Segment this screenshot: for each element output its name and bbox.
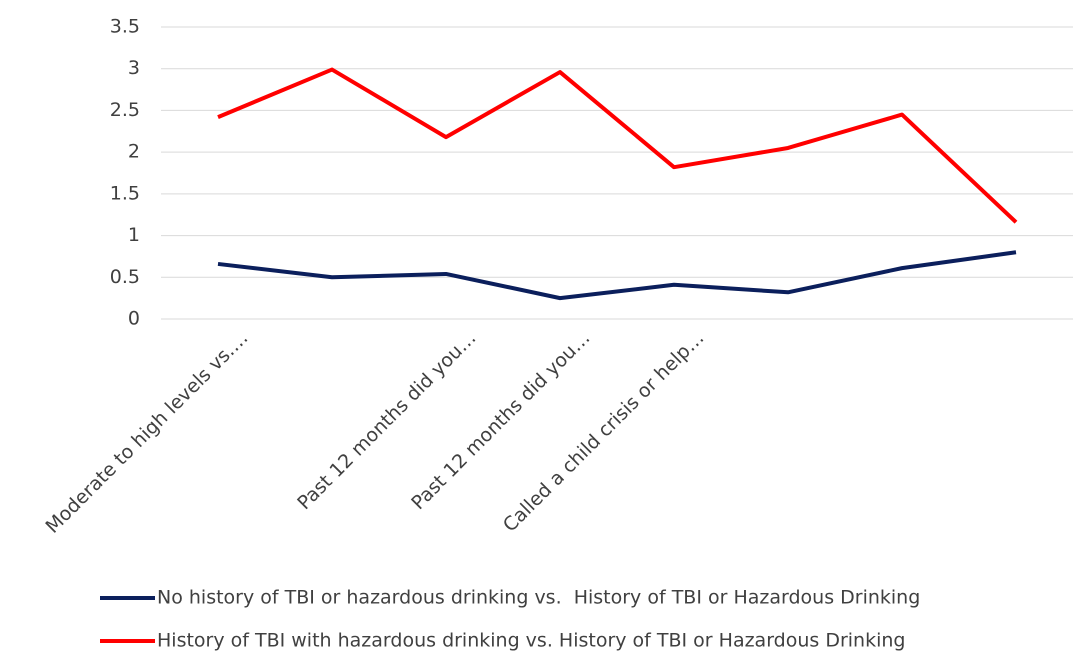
- series-line: [217, 250, 1017, 301]
- x-tick-label: Moderate to high levels vs.…: [42, 327, 253, 538]
- x-tick-label: Past 12 months did you…: [407, 327, 594, 514]
- y-tick-label: 0: [128, 308, 140, 330]
- x-tick-label: Past 12 months did you…: [293, 327, 480, 514]
- y-tick-label: 1.5: [110, 182, 140, 204]
- y-tick-label: 0.5: [110, 266, 140, 288]
- series-line: [217, 67, 1018, 224]
- y-tick-label: 3.5: [110, 16, 140, 38]
- y-tick-label: 2.5: [110, 99, 140, 121]
- x-tick-label: Called a child crisis or help…: [499, 327, 709, 537]
- y-tick-label: 3: [128, 57, 140, 79]
- legend-label: History of TBI with hazardous drinking v…: [157, 630, 906, 652]
- y-tick-label: 1: [128, 224, 140, 246]
- y-tick-label: 2: [128, 141, 140, 163]
- legend-label: No history of TBI or hazardous drinking …: [157, 587, 920, 609]
